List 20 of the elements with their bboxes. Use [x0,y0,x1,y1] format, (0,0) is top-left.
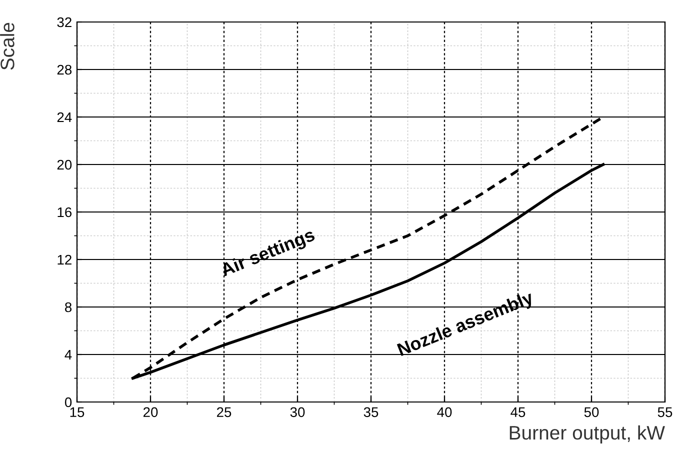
x-tick-label: 15 [70,407,84,418]
x-tick-label: 25 [216,407,232,418]
x-tick-label: 30 [290,407,305,418]
x-tick-label: 55 [658,407,672,418]
y-tick-label: 24 [57,112,72,122]
y-tick-label: 16 [58,207,72,218]
y-tick-label: 20 [57,160,72,170]
x-tick-label: 20 [143,407,158,418]
x-tick-label: 50 [584,407,599,418]
x-tick-label: 45 [510,407,526,418]
y-tick-label: 28 [57,64,72,75]
y-tick-label: 12 [58,254,72,265]
y-tick-label: 0 [64,397,72,408]
y-tick-label: 8 [65,302,72,312]
y-tick-label: 32 [57,17,72,28]
y-axis-title: Scale [0,22,14,70]
x-tick-label: 35 [364,407,378,418]
x-axis-title: Burner output, kW [510,425,665,444]
x-tick-label: 40 [437,407,452,418]
y-tick-label: 4 [64,350,72,360]
